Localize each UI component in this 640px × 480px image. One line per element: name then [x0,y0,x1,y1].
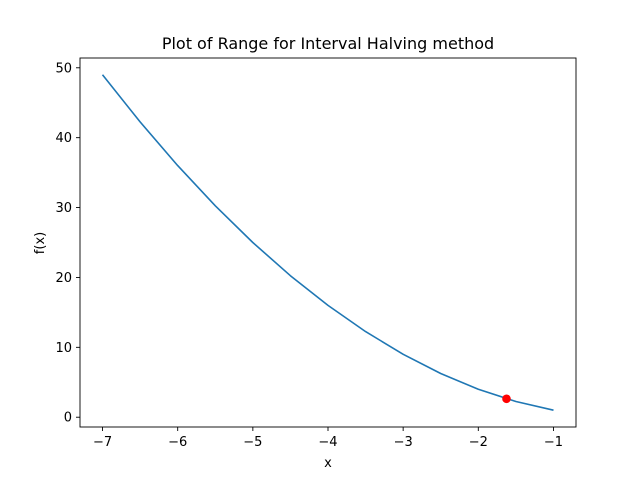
y-tick-label: 0 [64,411,72,426]
highlight-point-0 [502,394,511,404]
x-tick-label: −2 [469,435,488,450]
x-tick-label: −1 [544,435,563,450]
x-tick-label: −3 [394,435,413,450]
plot-area: −7 −6 −5 −4 −3 −2 −1 0 10 20 30 40 50 [55,57,577,450]
y-tick-label: 40 [55,131,72,146]
x-tick-label: −6 [168,435,187,450]
series-line-0 [101,74,554,411]
y-axis-label: f(x) [33,232,48,254]
y-tick-label: 50 [55,61,72,76]
plot-background [80,58,576,427]
y-tick-label: 20 [55,271,72,286]
y-tick-label: 10 [55,341,72,356]
x-tick-label: −5 [243,435,262,450]
x-axis-label: x [324,456,332,471]
y-tick-label: 30 [55,201,72,216]
x-tick-label: −4 [318,435,337,450]
x-tick-label: −7 [93,435,112,450]
chart-title: Plot of Range for Interval Halving metho… [162,34,494,53]
